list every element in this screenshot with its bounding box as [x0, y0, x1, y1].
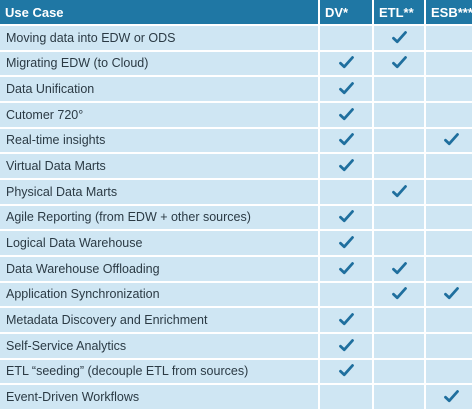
checkmark-icon	[338, 338, 354, 353]
table-cell-dv	[320, 26, 372, 50]
checkmark-icon	[391, 261, 407, 276]
table-cell-etl	[374, 154, 424, 178]
table-row-label: Application Synchronization	[0, 282, 318, 307]
table-row-label: Logical Data Warehouse	[0, 231, 318, 255]
table-cell-etl	[374, 26, 424, 50]
table-cell-esb	[426, 26, 472, 50]
table-cell-etl	[374, 205, 424, 230]
table-row-label: Event-Driven Workflows	[0, 385, 318, 409]
header-dv: DV*	[320, 0, 372, 24]
table-cell-dv	[320, 256, 372, 281]
table-cell-esb	[426, 77, 472, 101]
table-row-label: Data Unification	[0, 77, 318, 101]
table-cell-dv	[320, 385, 372, 409]
table-cell-esb	[426, 51, 472, 76]
table-cell-dv	[320, 51, 372, 76]
checkmark-icon	[443, 133, 459, 147]
checkmark-icon	[338, 236, 354, 250]
checkmark-icon	[338, 261, 354, 276]
checkmark-icon	[391, 30, 407, 45]
table-cell-esb	[426, 179, 472, 204]
table-cell-esb	[426, 154, 472, 178]
table-cell-esb	[426, 128, 472, 153]
table-row-label: Metadata Discovery and Enrichment	[0, 308, 318, 332]
table-cell-etl	[374, 282, 424, 307]
table-cell-esb	[426, 359, 472, 384]
table-cell-dv	[320, 154, 372, 178]
checkmark-icon	[338, 313, 354, 327]
checkmark-icon	[338, 56, 354, 70]
checkmark-icon	[338, 210, 354, 224]
checkmark-icon	[338, 133, 354, 147]
table-row-label: Self-Service Analytics	[0, 333, 318, 358]
table-cell-dv	[320, 205, 372, 230]
table-row-label: Virtual Data Marts	[0, 154, 318, 178]
table-cell-esb	[426, 282, 472, 307]
table-row-label: Migrating EDW (to Cloud)	[0, 51, 318, 76]
header-esb: ESB***	[426, 0, 472, 24]
table-row-label: Agile Reporting (from EDW + other source…	[0, 205, 318, 230]
checkmark-icon	[338, 107, 354, 122]
checkmark-icon	[338, 364, 354, 378]
table-cell-dv	[320, 308, 372, 332]
table-cell-dv	[320, 128, 372, 153]
table-cell-etl	[374, 77, 424, 101]
table-row-label: Physical Data Marts	[0, 179, 318, 204]
table-cell-esb	[426, 205, 472, 230]
table-cell-esb	[426, 385, 472, 409]
checkmark-icon	[443, 390, 459, 404]
table-cell-dv	[320, 179, 372, 204]
table-cell-etl	[374, 256, 424, 281]
table-cell-etl	[374, 333, 424, 358]
table-row-label: Moving data into EDW or ODS	[0, 26, 318, 50]
checkmark-icon	[391, 184, 407, 199]
table-cell-dv	[320, 77, 372, 101]
checkmark-icon	[338, 159, 354, 173]
header-etl: ETL**	[374, 0, 424, 24]
table-cell-dv	[320, 231, 372, 255]
table-cell-esb	[426, 102, 472, 127]
table-row-label: Cutomer 720°	[0, 102, 318, 127]
table-cell-etl	[374, 102, 424, 127]
table-cell-etl	[374, 359, 424, 384]
checkmark-icon	[391, 56, 407, 70]
table-row-label: ETL “seeding” (decouple ETL from sources…	[0, 359, 318, 384]
checkmark-icon	[443, 287, 459, 301]
table-row-label: Real-time insights	[0, 128, 318, 153]
table-cell-dv	[320, 333, 372, 358]
header-use-case: Use Case	[0, 0, 318, 24]
table-cell-etl	[374, 51, 424, 76]
table-cell-esb	[426, 231, 472, 255]
table-cell-etl	[374, 231, 424, 255]
table-cell-esb	[426, 333, 472, 358]
table-cell-dv	[320, 282, 372, 307]
table-cell-dv	[320, 102, 372, 127]
table-cell-etl	[374, 128, 424, 153]
checkmark-icon	[391, 287, 407, 301]
table-cell-etl	[374, 385, 424, 409]
table-cell-dv	[320, 359, 372, 384]
table-cell-etl	[374, 179, 424, 204]
table-row-label: Data Warehouse Offloading	[0, 256, 318, 281]
table-cell-esb	[426, 256, 472, 281]
checkmark-icon	[338, 82, 354, 96]
table-cell-esb	[426, 308, 472, 332]
table-cell-etl	[374, 308, 424, 332]
